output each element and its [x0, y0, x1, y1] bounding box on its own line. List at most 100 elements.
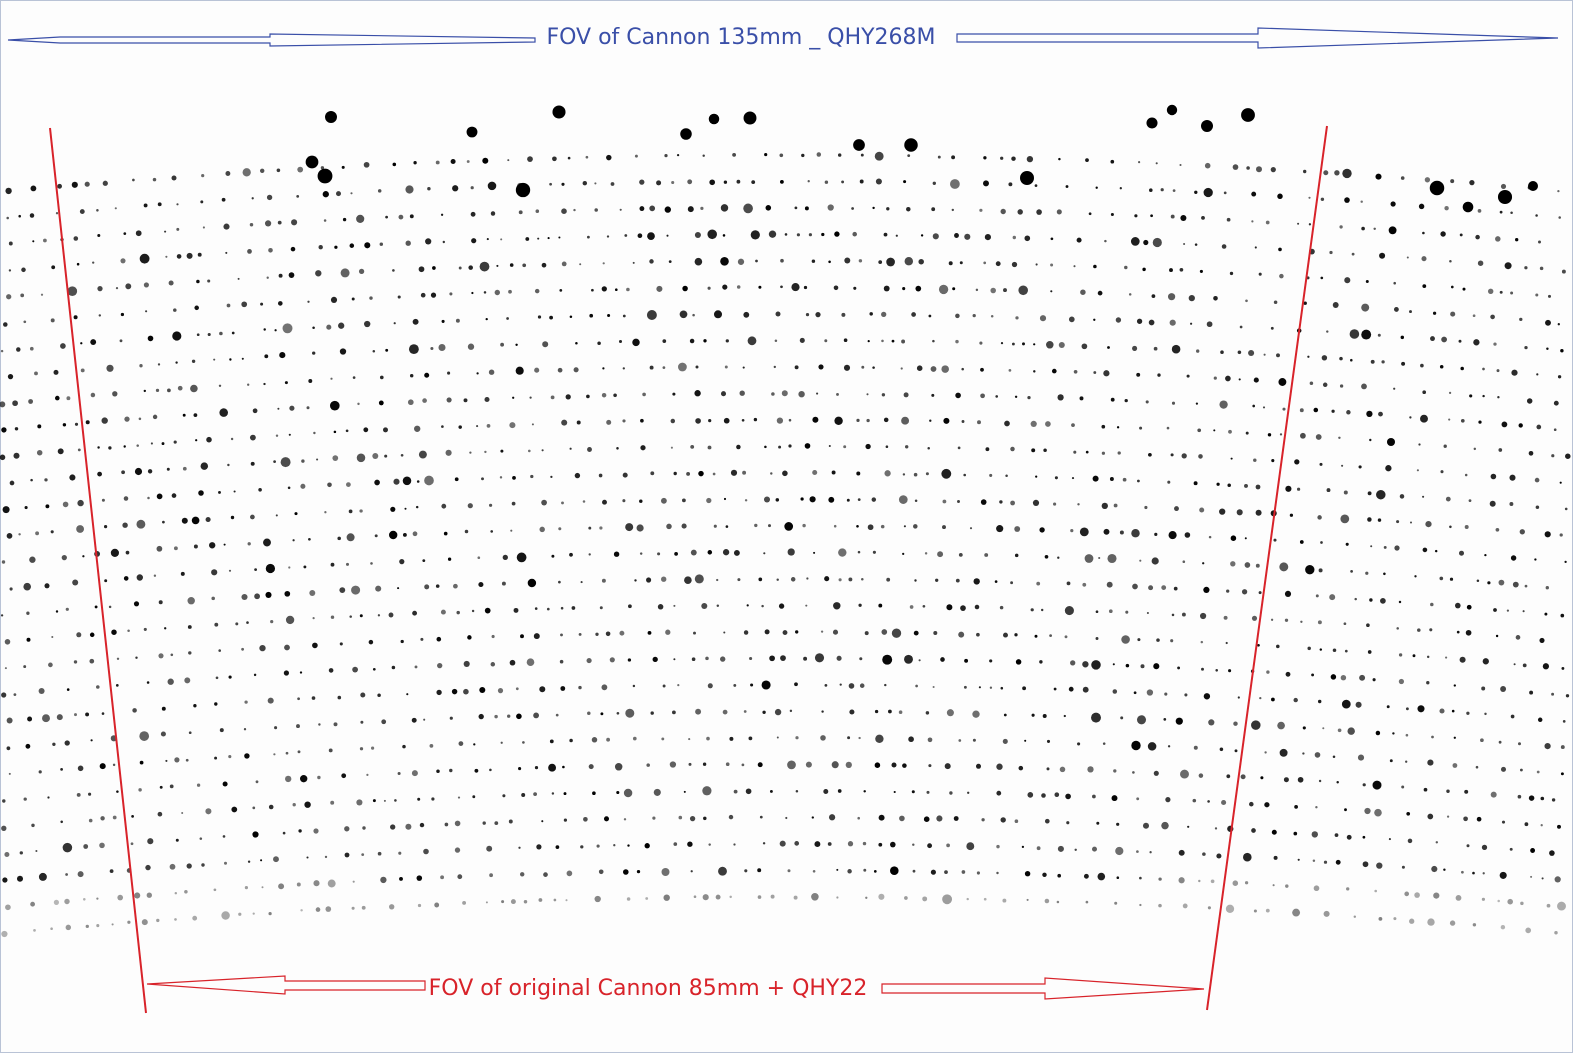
star: [1388, 838, 1391, 841]
star: [470, 211, 476, 217]
star: [1315, 806, 1318, 809]
star: [146, 892, 152, 898]
star: [341, 165, 345, 169]
star: [174, 757, 180, 763]
star: [85, 712, 90, 717]
star: [328, 668, 334, 673]
star: [230, 515, 235, 520]
star: [751, 180, 756, 185]
star: [1285, 671, 1291, 677]
star: [594, 895, 601, 903]
star: [878, 260, 883, 264]
star: [541, 449, 544, 452]
star: [297, 697, 300, 701]
star: [225, 251, 228, 254]
star: [1416, 469, 1419, 472]
star: [1367, 650, 1372, 654]
star: [247, 383, 250, 386]
star: [1103, 528, 1110, 535]
star: [1259, 696, 1262, 700]
star: [601, 286, 607, 292]
star: [587, 447, 592, 452]
star: [606, 154, 612, 161]
star: [1139, 903, 1142, 907]
star: [300, 483, 306, 489]
star: [64, 898, 70, 905]
star: [1284, 590, 1292, 597]
star: [878, 814, 885, 821]
star: [974, 604, 980, 610]
star: [393, 322, 396, 325]
star: [950, 179, 960, 189]
star: [494, 714, 498, 719]
star: [1244, 562, 1251, 568]
star: [147, 469, 153, 474]
star: [1435, 841, 1439, 844]
star: [1248, 349, 1255, 357]
star: [1453, 684, 1456, 687]
star: [1484, 553, 1487, 557]
star: [769, 655, 775, 662]
star: [455, 318, 460, 323]
star: [1361, 383, 1367, 390]
star: [366, 773, 369, 777]
star: [1010, 581, 1014, 585]
star: [1044, 554, 1049, 559]
star: [1443, 444, 1447, 448]
star: [40, 293, 44, 296]
star: [695, 708, 702, 715]
star: [157, 202, 162, 207]
star: [1000, 817, 1006, 823]
star: [1345, 542, 1349, 546]
star: [872, 550, 876, 554]
star: [5, 904, 11, 911]
star: [1003, 632, 1008, 638]
star: [1251, 828, 1256, 833]
star: [663, 894, 670, 901]
star: [1431, 735, 1434, 739]
star: [201, 174, 205, 178]
star: [625, 708, 635, 718]
star: [1064, 606, 1074, 616]
star: [156, 545, 163, 552]
star: [972, 313, 976, 318]
star: [961, 367, 964, 371]
star: [515, 687, 519, 691]
star: [818, 364, 824, 370]
star: [377, 693, 381, 697]
star: [1, 560, 6, 564]
star: [494, 289, 501, 296]
star: [815, 311, 821, 318]
star: [723, 631, 726, 634]
star: [984, 234, 991, 241]
star: [489, 873, 493, 878]
star: [942, 499, 947, 504]
star: [214, 756, 218, 760]
star: [1463, 816, 1468, 822]
star: [1137, 638, 1141, 642]
star: [1528, 795, 1535, 801]
star: [1407, 838, 1413, 844]
star: [1498, 579, 1505, 586]
star: [108, 446, 112, 450]
star: [383, 427, 388, 433]
star: [765, 205, 772, 211]
star: [979, 341, 983, 345]
star: [888, 709, 892, 714]
star: [1308, 196, 1311, 199]
star: [1014, 633, 1018, 637]
star: [1565, 694, 1570, 698]
star: [1319, 462, 1323, 466]
star: [349, 615, 352, 618]
star: [392, 162, 397, 167]
star: [955, 339, 959, 344]
star: [794, 841, 800, 846]
star: [280, 457, 291, 468]
star: [1145, 400, 1149, 404]
star: [902, 552, 905, 556]
star: [632, 684, 636, 688]
star: [173, 440, 177, 444]
star: [1385, 465, 1392, 472]
star: [138, 417, 142, 421]
star: [1433, 892, 1440, 899]
